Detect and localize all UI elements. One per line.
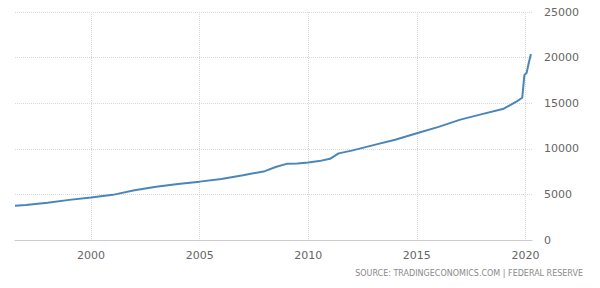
svg-text:20000: 20000 [544,51,579,64]
svg-text:SOURCE: TRADINGECONOMICS.COM |: SOURCE: TRADINGECONOMICS.COM | FEDERAL R… [355,269,583,278]
svg-text:2005: 2005 [186,249,214,262]
svg-text:2010: 2010 [294,249,322,262]
svg-text:2020: 2020 [511,249,539,262]
svg-text:0: 0 [544,234,551,247]
svg-text:2015: 2015 [403,249,431,262]
svg-text:25000: 25000 [544,6,579,19]
svg-text:10000: 10000 [544,142,579,155]
svg-text:2000: 2000 [77,249,105,262]
svg-text:15000: 15000 [544,97,579,110]
svg-text:5000: 5000 [544,188,572,201]
